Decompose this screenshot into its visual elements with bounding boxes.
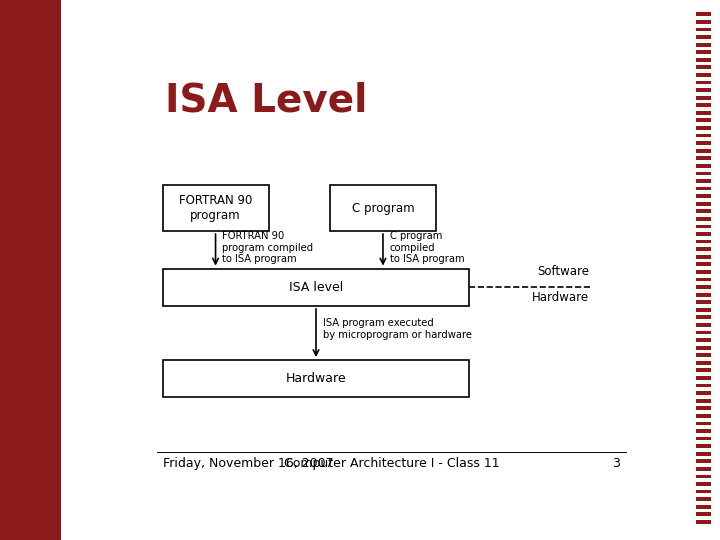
Text: Hardware: Hardware <box>286 372 346 385</box>
FancyBboxPatch shape <box>330 185 436 231</box>
Text: ISA Level: ISA Level <box>166 81 368 119</box>
FancyBboxPatch shape <box>163 185 269 231</box>
Text: Friday, November 16, 2007: Friday, November 16, 2007 <box>163 457 333 470</box>
Text: ISA program executed
by microprogram or hardware: ISA program executed by microprogram or … <box>323 318 472 340</box>
Text: Computer Architecture I - Class 11: Computer Architecture I - Class 11 <box>284 457 499 470</box>
Text: FORTRAN 90
program: FORTRAN 90 program <box>179 194 252 222</box>
Text: 3: 3 <box>612 457 620 470</box>
Text: FORTRAN 90
program compiled
to ISA program: FORTRAN 90 program compiled to ISA progr… <box>222 231 313 265</box>
Text: UPPSALA
UNIVERSITET: UPPSALA UNIVERSITET <box>14 76 47 85</box>
Text: C program
compiled
to ISA program: C program compiled to ISA program <box>390 231 464 265</box>
Text: C program: C program <box>351 202 414 215</box>
Text: ISA level: ISA level <box>289 281 343 294</box>
Text: Hardware: Hardware <box>532 291 590 303</box>
FancyBboxPatch shape <box>163 360 469 397</box>
Text: Software: Software <box>537 265 590 278</box>
FancyBboxPatch shape <box>163 268 469 306</box>
Text: Informationsteknologi: Informationsteknologi <box>106 189 121 356</box>
